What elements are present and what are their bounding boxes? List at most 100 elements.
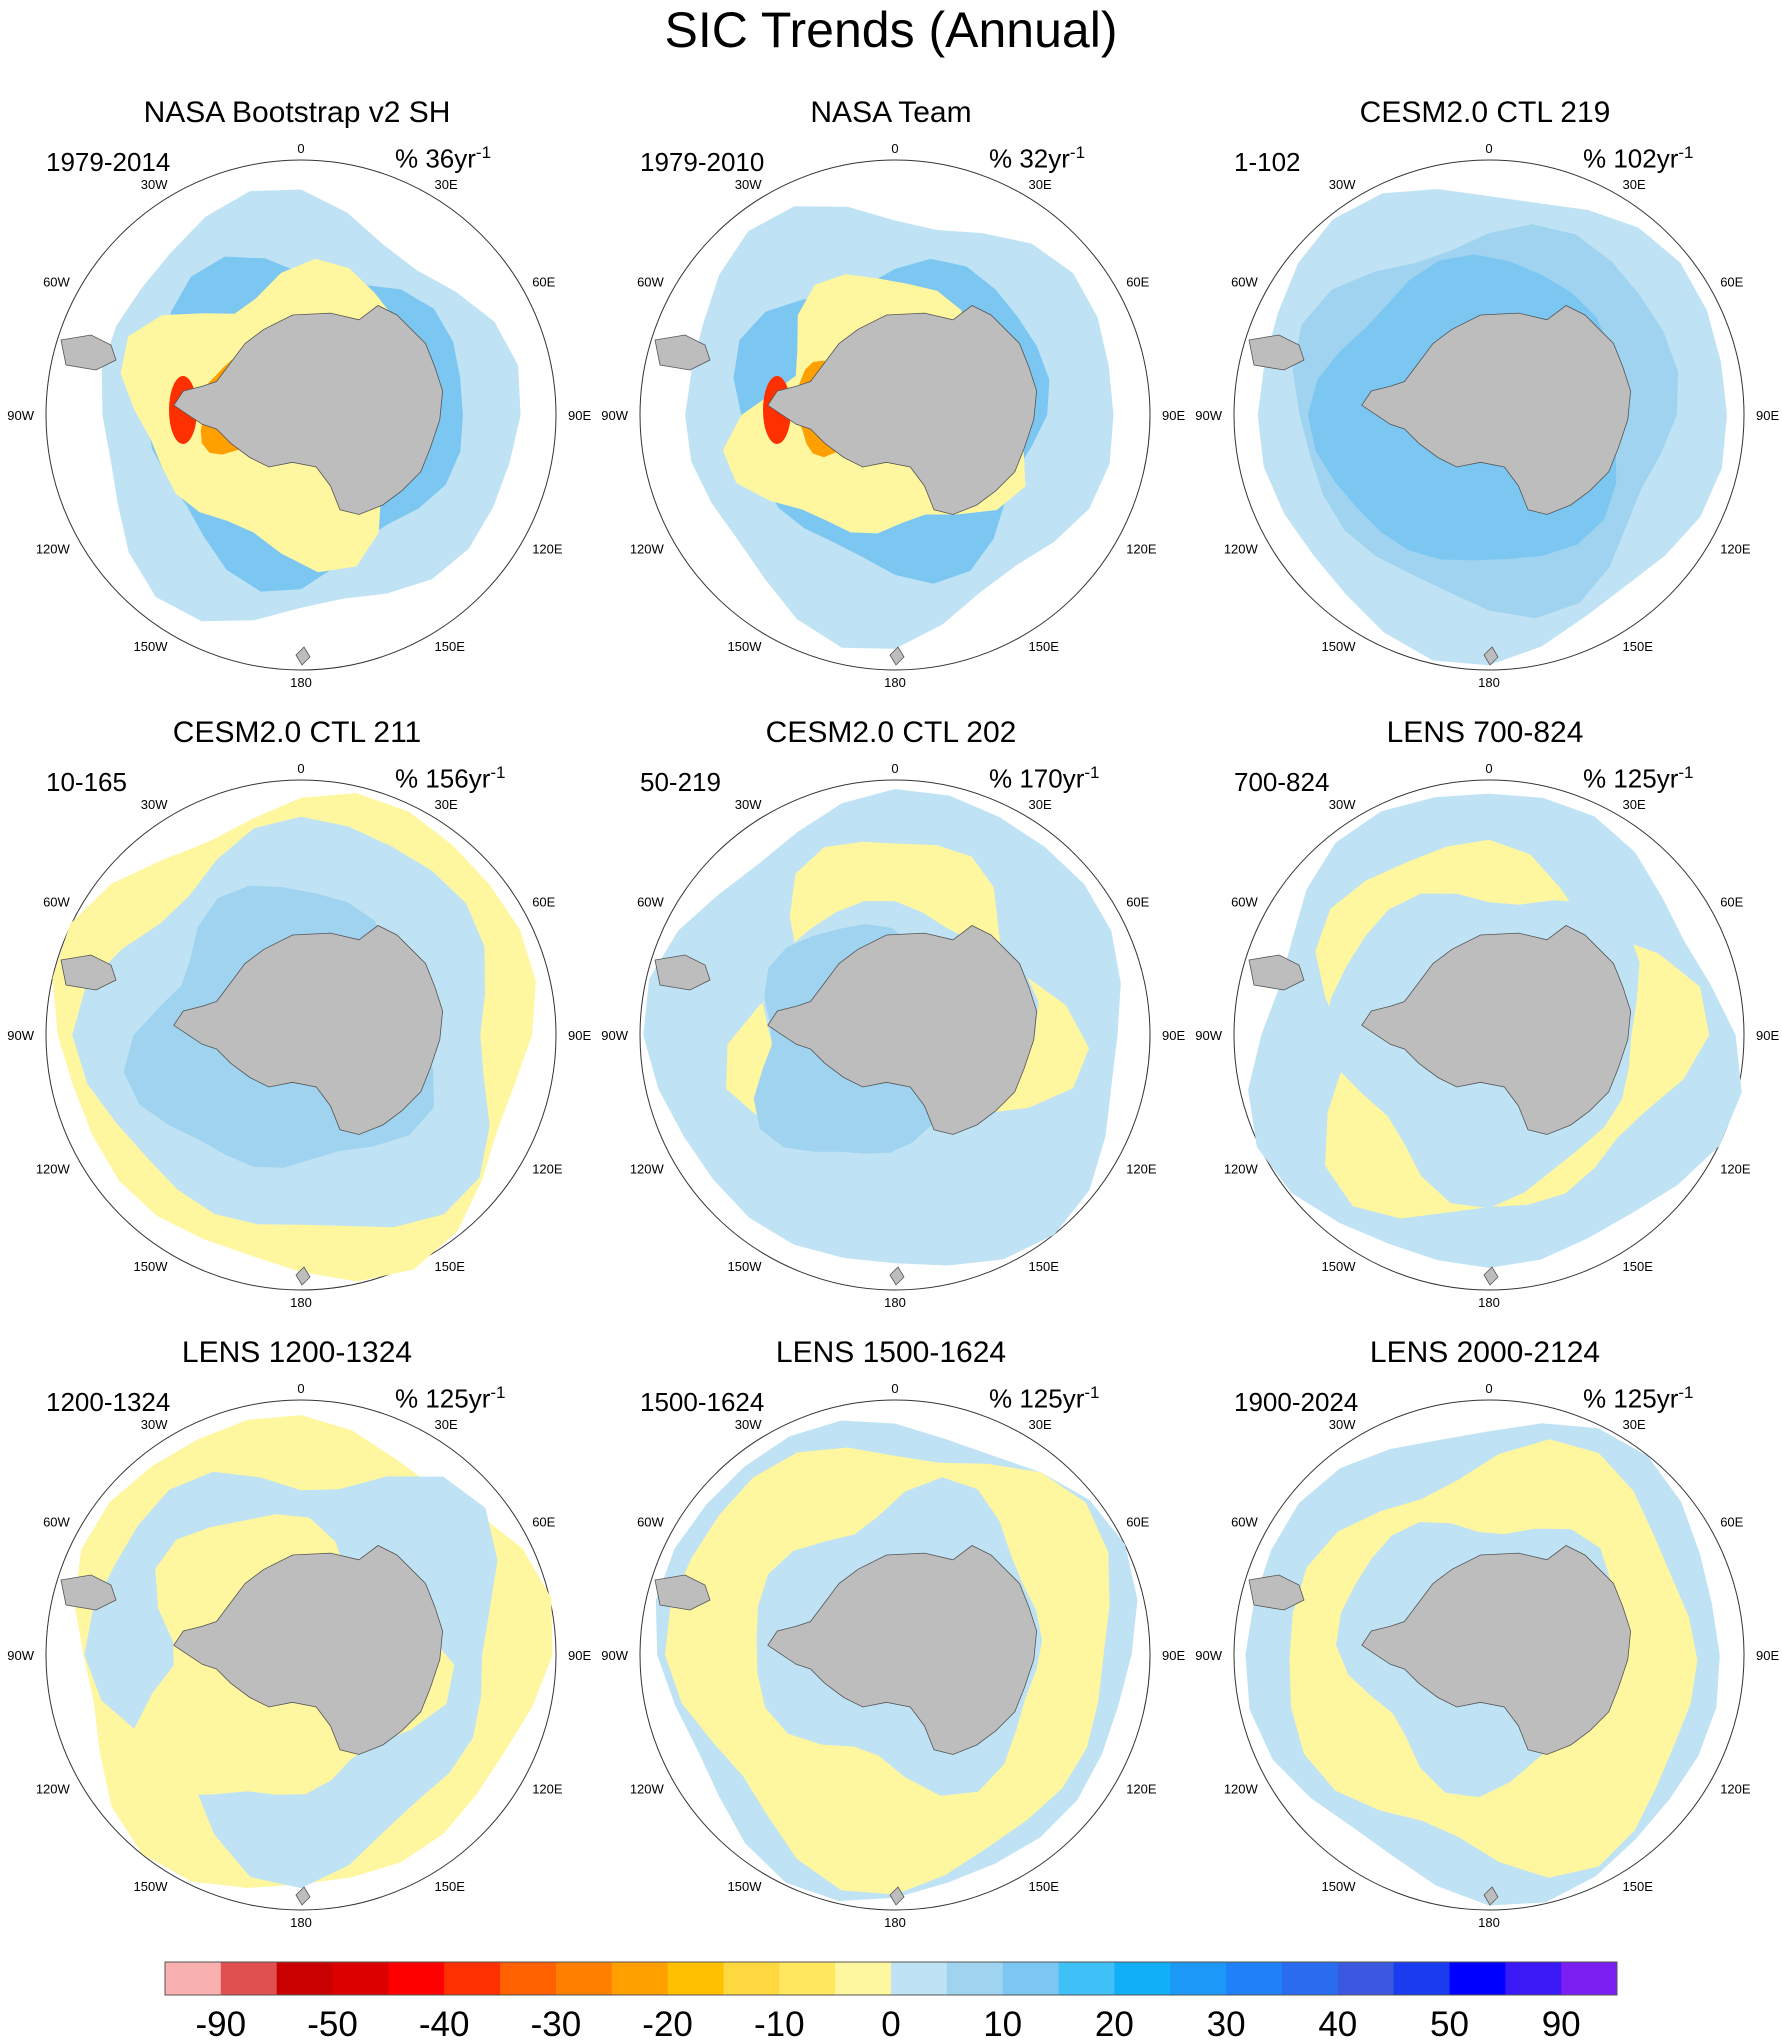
longitude-label: 120W [630,1782,665,1797]
longitude-label: 150E [1029,1879,1060,1894]
colorbar-label: -10 [754,2005,805,2043]
longitude-label: 150E [435,639,466,654]
map-panel: LENS 2000-2124 0 30E 60E 90E 120E 150E 180 150W 1… [1188,1335,1782,1955]
map-panel: CESM2.0 CTL 211 0 30E 60E 90E 120E 150E 180 150W… [0,715,594,1335]
longitude-label: 150W [134,1879,169,1894]
polar-map: 0 30E 60E 90E 120E 150E 180 150W 120W 90W 60W 30W [7,141,591,690]
antarctica-landmass [1361,1545,1632,1755]
longitude-label: 30W [1329,797,1356,812]
new-zealand-landmass [295,646,311,666]
longitude-label: 90E [1162,1028,1185,1043]
panel-period: 700-824 [1234,767,1330,797]
longitude-label: 60E [1720,1515,1743,1530]
colorbar-swatch [165,1962,222,1995]
longitude-label: 120E [1126,1162,1157,1177]
south-america-landmass [60,1574,117,1611]
panel-title: CESM2.0 CTL 219 [1359,96,1611,129]
longitude-label: 30E [1623,177,1646,192]
longitude-label: 120E [1720,1162,1751,1177]
longitude-label: 180 [884,675,906,690]
map-panel: LENS 1500-1624 0 30E 60E 90E 120E 150E 180 150W 1… [594,1335,1188,1955]
colorbar-swatch [388,1962,445,1995]
polar-map: 0 30E 60E 90E 120E 150E 180 150W 120W 90W 60W 30W [601,141,1185,690]
antarctica-landmass [767,305,1038,515]
map-panel: CESM2.0 CTL 219 0 30E 60E 90E 120E 150E 180 150W… [1188,95,1782,715]
colorbar-label: -40 [419,2005,470,2043]
colorbar-swatch [1002,1962,1059,1995]
longitude-label: 150E [1029,639,1060,654]
antarctica-landmass [1361,925,1632,1135]
panel-period: 10-165 [46,767,127,797]
longitude-label: 30W [141,797,168,812]
south-america-landmass [60,954,117,991]
longitude-label: 150W [1322,1259,1357,1274]
polar-map: 0 30E 60E 90E 120E 150E 180 150W 120W 90W 60W 30W [601,1381,1185,1930]
longitude-label: 90W [7,1028,34,1043]
colorbar-swatch [946,1962,1004,1995]
longitude-label: 30W [141,177,168,192]
colorbar-swatch [332,1962,389,1995]
longitude-label: 90W [1195,408,1222,423]
figure-title: SIC Trends (Annual) [664,2,1118,58]
longitude-label: 0 [891,761,898,776]
colorbar-swatch [1337,1962,1395,1995]
colorbar-label: 20 [1095,2005,1134,2043]
new-zealand-landmass [1483,1886,1499,1906]
antarctica-landmass [173,925,444,1135]
longitude-label: 60W [637,1515,664,1530]
south-america-landmass [60,334,117,371]
longitude-label: 30W [1329,177,1356,192]
colorbar: -90 -50 -40 -30 -20 -10 0 10 20 30 40 50 90 [164,1961,1618,2043]
longitude-label: 90W [601,1028,628,1043]
longitude-label: 60E [1720,275,1743,290]
panel-period: 1979-2010 [640,147,765,177]
longitude-label: 180 [1478,1915,1500,1930]
colorbar-swatch [1226,1962,1283,1995]
antarctica-landmass [173,1545,444,1755]
panel-period: 1500-1624 [640,1387,765,1417]
longitude-label: 60W [1231,895,1258,910]
longitude-label: 120W [1224,1782,1259,1797]
colorbar-label: 90 [1542,2005,1581,2043]
polar-map: 0 30E 60E 90E 120E 150E 180 150W 120W 90W 60W 30W [1195,1381,1779,1930]
longitude-label: 150W [1322,1879,1357,1894]
panel-units: % 32yr-1 [989,143,1086,174]
new-zealand-landmass [1483,1266,1499,1286]
longitude-label: 60E [532,275,555,290]
longitude-label: 30E [1029,797,1052,812]
longitude-label: 120E [1126,1782,1157,1797]
colorbar-swatch [1170,1962,1227,1995]
longitude-label: 150E [1623,1879,1654,1894]
map-panel: CESM2.0 CTL 202 0 30E 60E 90E 120E 150E 180 150W… [594,715,1188,1335]
longitude-label: 90E [1756,1028,1779,1043]
longitude-label: 90E [1162,1648,1185,1663]
south-america-landmass [1248,1574,1305,1611]
new-zealand-landmass [889,646,905,666]
longitude-label: 180 [884,1915,906,1930]
longitude-label: 60W [1231,1515,1258,1530]
new-zealand-landmass [1483,646,1499,666]
colorbar-swatch [779,1962,836,1995]
longitude-label: 150E [435,1879,466,1894]
south-america-landmass [654,334,711,371]
longitude-label: 90E [1756,1648,1779,1663]
new-zealand-landmass [889,1266,905,1286]
panel-units: % 125yr-1 [1583,763,1694,794]
longitude-label: 30E [1623,1417,1646,1432]
panel-title: NASA Team [810,96,972,129]
new-zealand-landmass [295,1886,311,1906]
colorbar-swatch [723,1962,780,1995]
longitude-label: 150W [728,639,763,654]
longitude-label: 150W [728,1259,763,1274]
longitude-label: 120W [1224,542,1259,557]
colorbar-swatch [1561,1962,1618,1995]
longitude-label: 30E [435,1417,458,1432]
longitude-label: 60W [43,1515,70,1530]
longitude-label: 90E [1162,408,1185,423]
longitude-label: 0 [1485,1381,1492,1396]
colorbar-swatch [891,1962,948,1995]
panel-title: NASA Bootstrap v2 SH [143,96,451,129]
longitude-label: 90E [568,1028,591,1043]
longitude-label: 150E [435,1259,466,1274]
new-zealand-landmass [889,1886,905,1906]
